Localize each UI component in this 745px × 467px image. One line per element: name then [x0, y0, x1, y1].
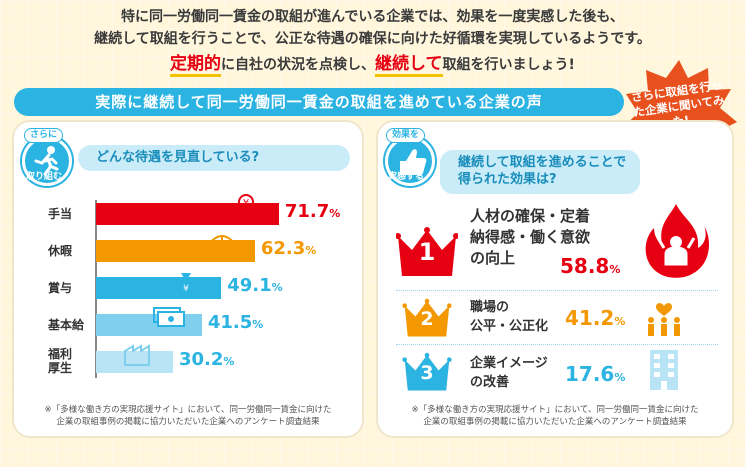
right-question-line-1: 継続して取組を進めることで — [458, 155, 627, 170]
chart-baseline — [95, 200, 97, 378]
category-label: 休暇 — [48, 244, 73, 258]
right-footnote-line-2: 企業の取組事例の掲載に協力いただいた企業へのアンケート調査結果 — [423, 417, 687, 427]
bar-value-unit: % — [271, 281, 283, 294]
left-question: どんな待遇を見直している? — [78, 145, 350, 171]
rank-2-unit: % — [614, 315, 626, 328]
rank-1-line-2: 納得感・働く意欲 — [470, 228, 591, 246]
bar-value-label: 49.1% — [227, 275, 282, 296]
bar-value-unit: % — [305, 244, 317, 257]
intro-line-1: 特に同一労働同一賃金の取組が進んでいる企業では、効果を一度実感した後も、 — [121, 9, 624, 25]
rank-1-number-value: 58.8 — [560, 254, 610, 278]
svg-text:¥: ¥ — [183, 284, 189, 294]
emphasis-continuously: 継続して — [375, 54, 443, 77]
money-bag-icon: ¥ — [171, 267, 201, 301]
rank-2-text: 職場の 公平・公正化 — [470, 298, 548, 336]
right-question: 継続して取組を進めることで 得られた効果は? — [440, 150, 640, 194]
rank-1-value: 58.8% — [560, 254, 620, 278]
crown-rank-3-icon — [402, 352, 452, 391]
factory-icon — [123, 341, 157, 371]
bar-value-number: 41.5 — [207, 312, 253, 333]
left-badge-bottom: 取り組む — [26, 172, 63, 182]
bar-value-label: 71.7% — [285, 201, 340, 222]
right-footnote: ※「多様な働き方の実現応援サイト」において、同一労働同一賃金に向けた 企業の取組… — [380, 404, 730, 428]
rank-3-unit: % — [614, 371, 626, 384]
yen-hand-icon: ¥ — [229, 193, 263, 227]
category-label: 福利厚生 — [48, 347, 73, 375]
rank-1-unit: % — [609, 263, 621, 276]
intro-line-3-end: 取組を行いましょう! — [442, 57, 575, 73]
rank-3-number: 3 — [420, 362, 434, 384]
rank-3-text: 企業イメージ の改善 — [470, 354, 548, 392]
intro-line-3-mid: に自社の状況を点検し、 — [221, 57, 376, 73]
bar-value-number: 30.2 — [179, 349, 224, 370]
left-footnote-line-1: ※「多様な働き方の実現応援サイト」において、同一労働同一賃金に向けた — [44, 405, 332, 415]
category-label: 基本給 — [48, 318, 85, 332]
bar-value-unit: % — [329, 207, 341, 220]
bar-value-number: 62.3 — [260, 238, 306, 259]
svg-text:¥: ¥ — [243, 198, 249, 209]
rank-separator-1 — [396, 290, 718, 291]
left-badge — [22, 136, 72, 186]
crown-rank-1-icon — [396, 227, 458, 276]
right-badge-bottom: 実感する — [388, 172, 425, 182]
category-label: 賞与 — [48, 281, 73, 295]
rank-2-number-value: 41.2 — [565, 306, 615, 330]
rank-separator-2 — [396, 344, 718, 345]
rank-2-line-1: 職場の — [470, 300, 510, 315]
bar — [96, 240, 255, 262]
thumbs-up-icon — [400, 149, 427, 175]
right-question-line-2: 得られた効果は? — [458, 172, 557, 187]
bar — [96, 314, 202, 336]
bar — [96, 203, 279, 225]
bar — [96, 277, 222, 299]
running-person-icon — [34, 146, 59, 176]
intro-line-2: 継続して取組を行うことで、公正な待遇の確保に向けた好循環を実現しているようです。 — [94, 31, 651, 47]
rank-3-number-value: 17.6 — [565, 362, 615, 386]
left-footnote: ※「多様な働き方の実現応援サイト」において、同一労働同一賃金に向けた 企業の取組… — [18, 404, 358, 428]
rank-3-line-1: 企業イメージ — [470, 356, 548, 371]
left-badge-top: さらに — [24, 128, 64, 143]
building-icon — [650, 350, 678, 390]
rank-2-line-2: 公平・公正化 — [470, 319, 549, 334]
rank-3-value: 17.6% — [565, 362, 625, 386]
intro-line-3: 定期的に自社の状況を点検し、継続して取組を行いましょう! — [0, 49, 745, 77]
people-heart-icon — [648, 303, 680, 336]
crown-rank-2-icon — [402, 298, 452, 337]
rank-1-number: 1 — [418, 238, 436, 266]
bar-value-number: 71.7 — [284, 201, 330, 222]
rank-1-text: 人材の確保・定着 納得感・働く意欲 の向上 — [470, 206, 590, 269]
beach-umbrella-icon — [205, 230, 239, 264]
rank-2-value: 41.2% — [565, 306, 625, 330]
emphasis-regularly: 定期的 — [170, 54, 222, 77]
bar-value-unit: % — [252, 318, 264, 331]
right-badge-top: 効果を — [386, 128, 426, 143]
rank-1-line-3: の向上 — [470, 249, 516, 267]
rank-2-number: 2 — [420, 308, 434, 330]
bar-value-number: 49.1 — [227, 275, 272, 296]
bar-value-label: 30.2% — [179, 349, 234, 370]
bar — [96, 351, 173, 373]
bar-value-label: 41.5% — [208, 312, 263, 333]
left-footnote-line-2: 企業の取組事例の掲載に協力いただいた企業へのアンケート調査結果 — [56, 417, 320, 427]
rank-1-line-1: 人材の確保・定着 — [470, 207, 591, 225]
section-banner: 実際に継続して同一労働同一賃金の取組を進めている企業の声 — [14, 88, 624, 116]
banknotes-icon — [152, 304, 186, 334]
fire-person-icon — [645, 204, 709, 278]
rank-3-line-2: の改善 — [470, 375, 510, 390]
bar-value-unit: % — [223, 355, 235, 368]
category-label: 手当 — [48, 207, 73, 221]
bar-value-label: 62.3% — [261, 238, 316, 259]
right-footnote-line-1: ※「多様な働き方の実現応援サイト」において、同一労働同一賃金に向けた — [411, 405, 699, 415]
